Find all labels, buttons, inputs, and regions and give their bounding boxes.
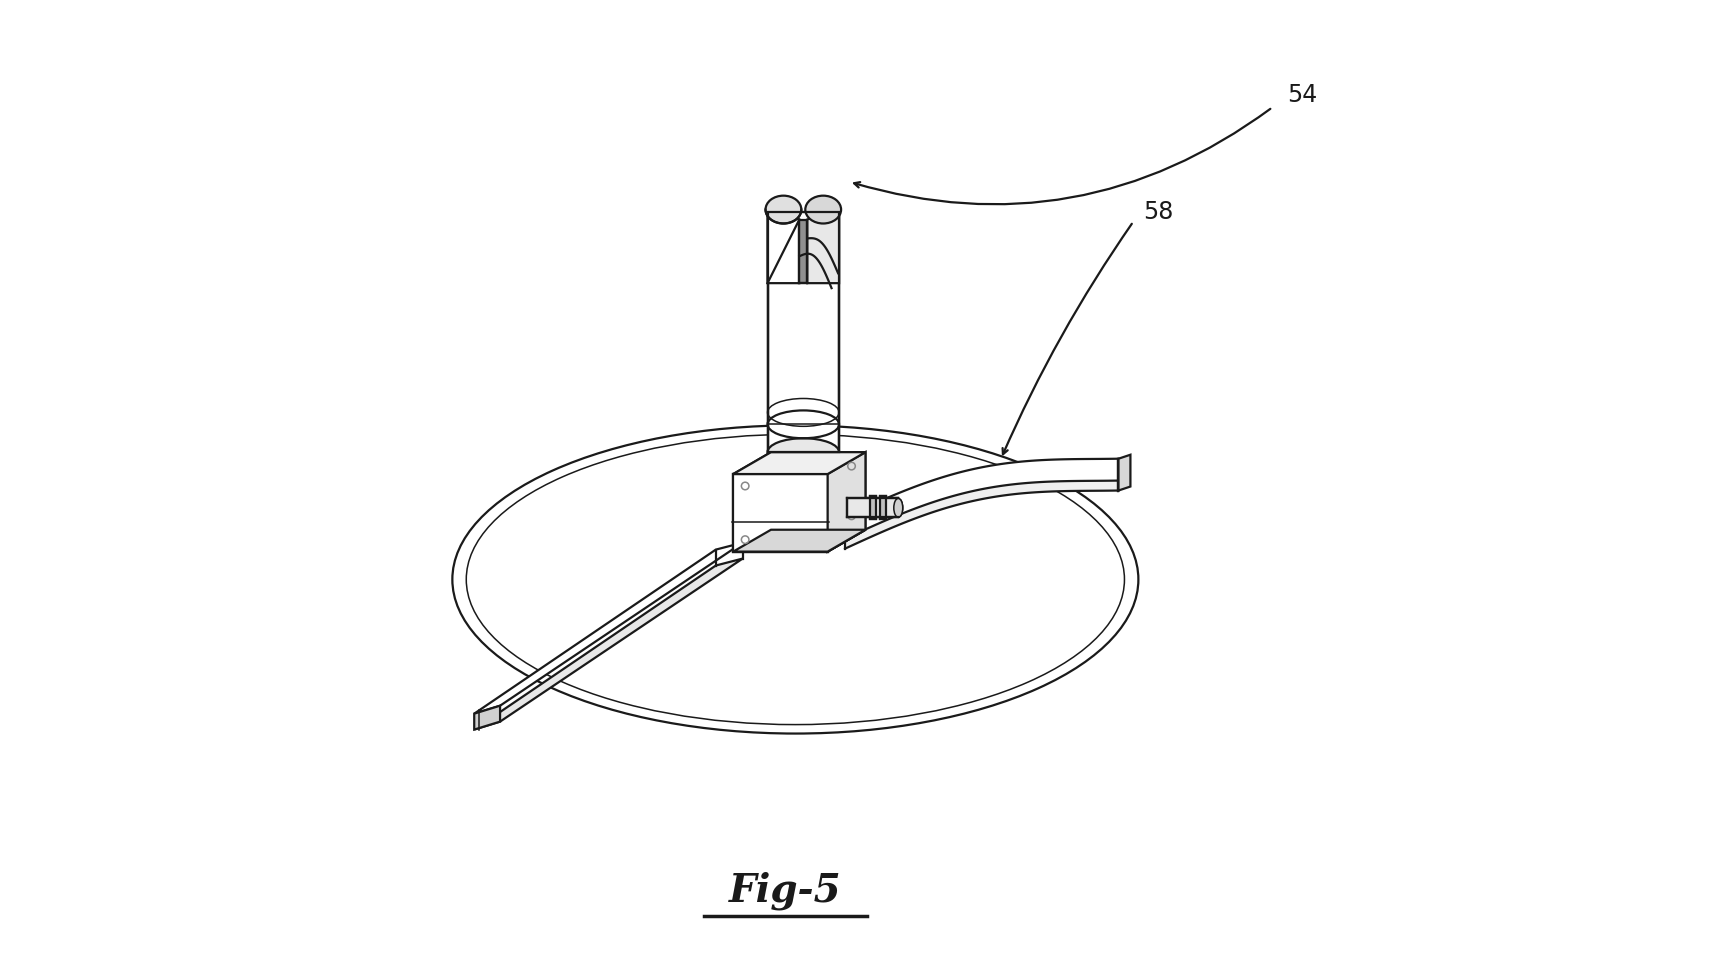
- Polygon shape: [880, 496, 885, 519]
- Polygon shape: [844, 458, 1119, 538]
- Ellipse shape: [765, 196, 801, 224]
- Ellipse shape: [894, 498, 903, 517]
- Polygon shape: [846, 498, 897, 517]
- Polygon shape: [733, 453, 865, 474]
- Polygon shape: [474, 542, 743, 714]
- Polygon shape: [733, 474, 827, 552]
- Text: Fig-5: Fig-5: [729, 871, 843, 910]
- Polygon shape: [880, 496, 885, 519]
- Polygon shape: [827, 453, 865, 552]
- Polygon shape: [733, 530, 865, 552]
- Polygon shape: [474, 705, 499, 730]
- Ellipse shape: [767, 438, 839, 466]
- Ellipse shape: [894, 498, 903, 517]
- Polygon shape: [733, 474, 827, 552]
- Polygon shape: [846, 498, 897, 517]
- Polygon shape: [767, 211, 839, 453]
- Polygon shape: [870, 496, 875, 519]
- Polygon shape: [844, 481, 1119, 549]
- Polygon shape: [827, 453, 865, 552]
- Polygon shape: [800, 219, 807, 283]
- Text: 58: 58: [1143, 200, 1174, 224]
- Ellipse shape: [453, 426, 1138, 733]
- Polygon shape: [870, 496, 875, 519]
- Polygon shape: [474, 559, 743, 730]
- Polygon shape: [767, 207, 800, 283]
- Polygon shape: [1119, 455, 1131, 490]
- Ellipse shape: [805, 196, 841, 224]
- Polygon shape: [733, 530, 865, 552]
- Text: 54: 54: [1287, 83, 1318, 107]
- Polygon shape: [807, 207, 839, 283]
- Polygon shape: [733, 453, 865, 474]
